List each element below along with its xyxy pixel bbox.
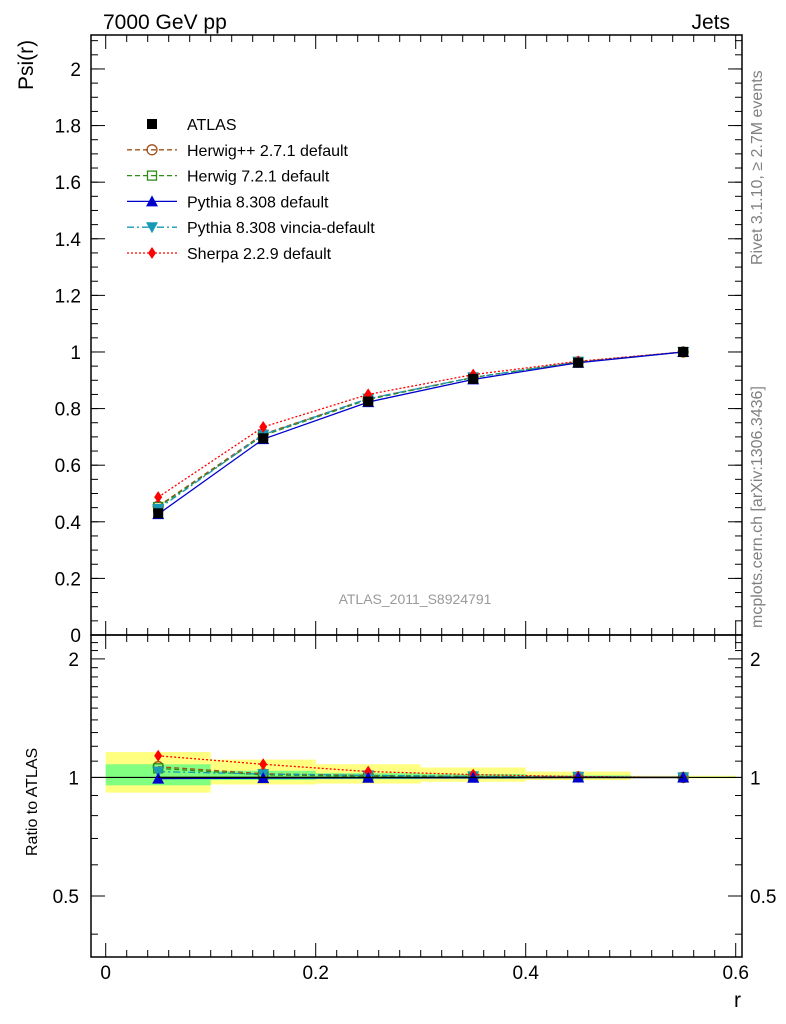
data-point (258, 433, 269, 444)
data-point (154, 491, 163, 504)
legend-marker (146, 144, 158, 156)
series-1 (152, 346, 689, 512)
y-tick-label: 0.6 (55, 456, 81, 477)
ratio-y-tick-label: 2 (68, 650, 79, 671)
legend-marker (146, 195, 158, 207)
legend-label: Herwig++ 2.7.1 default (187, 143, 349, 160)
data-point (259, 420, 268, 433)
series-line (157, 351, 684, 508)
ratio-panel: 0.5 0.5 1 1 2 2 0 0.2 0.4 0.6 Ratio to ATLAS r (24, 634, 776, 1012)
legend-label: Pythia 8.308 default (187, 194, 329, 211)
y-tick-label: 0.4 (55, 513, 82, 534)
ratio-panel-frame (90, 634, 743, 958)
y-tick-label: 1.8 (55, 117, 81, 138)
series-line (157, 351, 684, 510)
series-5 (154, 345, 688, 504)
legend-label: Herwig 7.2.1 default (187, 169, 330, 186)
x-tick-label: 0.4 (512, 963, 539, 984)
header-right-label: Jets (691, 11, 730, 34)
ratio-y-tick-label-right: 1 (750, 768, 761, 789)
legend-entry: Sherpa 2.2.9 default (127, 246, 332, 263)
ratio-y-tick-label: 0.5 (53, 887, 79, 908)
legend-marker (147, 119, 157, 129)
ratio-data-point (259, 758, 268, 771)
series-line (157, 351, 684, 515)
series-2 (153, 346, 689, 513)
y-tick-label: 1.4 (55, 230, 82, 251)
y-tick-label: 1 (70, 343, 81, 364)
data-point (468, 373, 479, 384)
legend-label: Pythia 8.308 vincia-default (187, 220, 375, 237)
x-tick-label: 0 (100, 963, 111, 984)
legend-marker (148, 247, 156, 259)
data-point (678, 346, 689, 357)
y-tick-label: 0 (70, 626, 81, 647)
legend-entry: ATLAS (147, 117, 237, 134)
ratio-data-point (152, 772, 165, 784)
ratio-data-point (364, 765, 373, 778)
header-left-label: 7000 GeV pp (103, 11, 227, 34)
legend-entry: Herwig++ 2.7.1 default (127, 143, 349, 160)
y-tick-label: 1.2 (55, 286, 81, 307)
series-0 (153, 346, 689, 519)
legend-label: ATLAS (187, 117, 237, 134)
ratio-y-tick-label: 1 (68, 768, 79, 789)
ratio-y-tick-label-right: 0.5 (750, 887, 776, 908)
legend-entry: Pythia 8.308 vincia-default (127, 220, 375, 237)
main-y-axis-label: Psi(r) (15, 40, 38, 90)
legend-entry: Pythia 8.308 default (127, 194, 329, 211)
y-tick-label: 1.6 (55, 173, 81, 194)
series-3 (152, 345, 690, 520)
legend-entry: Herwig 7.2.1 default (127, 169, 330, 186)
ratio-data-point (154, 749, 163, 762)
x-tick-label: 0.2 (302, 963, 328, 984)
y-tick-label: 2 (70, 60, 81, 81)
data-point (363, 396, 374, 407)
legend: ATLAS Herwig++ 2.7.1 default Herwig 7.2.1 … (127, 117, 375, 263)
mcplots-credit-label: mcplots.cern.ch [arXiv:1306.3436] (749, 386, 766, 628)
legend-label: Sherpa 2.2.9 default (187, 246, 332, 263)
ratio-y-axis-label: Ratio to ATLAS (24, 748, 41, 856)
series-line (157, 351, 684, 498)
x-axis-label: r (734, 989, 741, 1012)
data-point (573, 357, 584, 368)
legend-marker (146, 222, 158, 234)
y-tick-label: 0.2 (55, 569, 81, 590)
rivet-version-label: Rivet 3.1.10, ≥ 2.7M events (749, 70, 766, 265)
y-tick-label: 0.8 (55, 400, 81, 421)
series-line (157, 351, 684, 507)
ratio-y-tick-label-right: 2 (750, 650, 761, 671)
series-4 (152, 346, 690, 516)
analysis-watermark: ATLAS_2011_S8924791 (339, 591, 492, 607)
ratio-data-point (152, 766, 165, 778)
main-panel: ATLAS_2011_S8924791 0 0.2 0.4 0.6 0.8 1 1.2 1.4… (15, 34, 743, 647)
data-point (153, 508, 164, 519)
legend-marker (146, 170, 158, 181)
x-tick-label: 0.6 (722, 963, 748, 984)
